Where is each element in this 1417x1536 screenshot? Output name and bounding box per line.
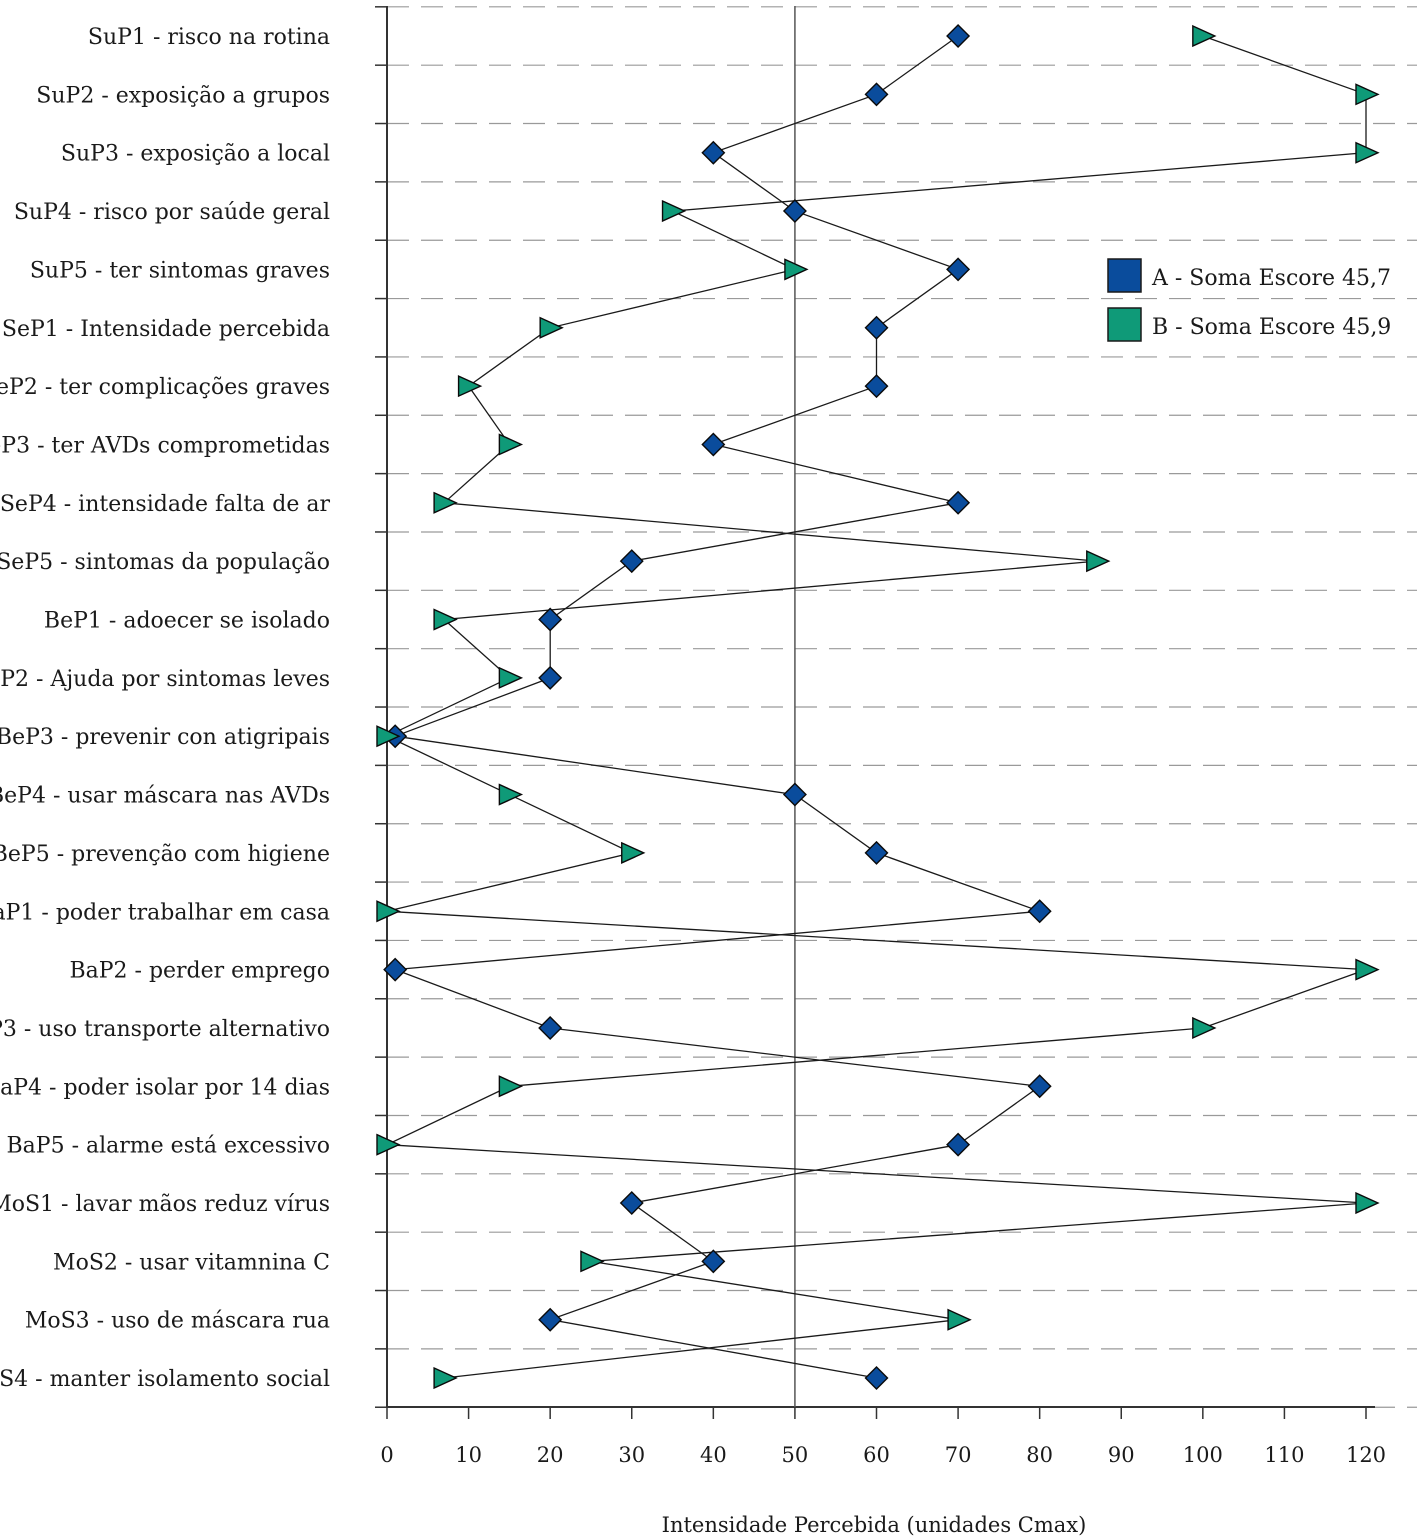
series-line-b [385, 35, 1367, 1379]
data-point-a [864, 1366, 889, 1391]
data-point-b [1355, 1191, 1380, 1215]
category-label: SeP4 - intensidade falta de ar [0, 492, 330, 517]
category-label: SeP3 - ter AVDs comprometidas [0, 433, 330, 458]
x-axis-ticks: 0 10 20 30 40 50 60 70 80 90 100 110 120 [380, 1407, 1386, 1467]
x-tick-label: 80 [1026, 1443, 1053, 1467]
data-point-b [376, 725, 401, 748]
data-point-a [1027, 1074, 1052, 1099]
category-label: BeP2 - Ajuda por sintomas leves [0, 667, 330, 692]
category-label: MoS1 - lavar mãos reduz vírus [0, 1192, 330, 1217]
category-labels: SuP1 - risco na rotina SuP2 - exposição a… [0, 25, 330, 1392]
category-label: MoS2 - usar vitamnina C [53, 1250, 330, 1275]
data-point-b [498, 433, 524, 456]
data-point-a [619, 1191, 644, 1215]
category-label: BaP3 - uso transporte alternativo [0, 1017, 330, 1042]
data-point-a [864, 374, 889, 399]
data-point-b [457, 375, 483, 398]
category-label: BaP1 - poder trabalhar em casa [0, 900, 330, 925]
data-point-b [1192, 24, 1217, 48]
data-point-a [538, 1015, 563, 1040]
data-point-b [580, 1250, 605, 1273]
category-label: BeP5 - prevenção com higiene [0, 842, 330, 867]
category-label: SuP5 - ter sintomas graves [30, 258, 330, 283]
category-label: BeP4 - usar máscara nas AVDs [0, 784, 330, 809]
series-line-a [394, 35, 1042, 1379]
data-point-b [433, 1366, 458, 1390]
x-tick-label: 60 [863, 1443, 890, 1467]
x-tick-label: 110 [1264, 1443, 1304, 1467]
data-point-a [946, 257, 971, 282]
legend-swatch-b [1107, 307, 1142, 342]
x-tick-label: 10 [455, 1443, 482, 1467]
data-point-a [782, 199, 807, 224]
category-label: BeP1 - adoecer se isolado [44, 609, 330, 634]
x-tick-label: 120 [1346, 1443, 1386, 1467]
category-label: SuP2 - exposição a grupos [36, 83, 330, 108]
data-point-b [621, 841, 646, 864]
data-point-b [1192, 1016, 1217, 1040]
x-tick-label: 0 [380, 1443, 393, 1467]
category-label: SeP1 - Intensidade percebida [2, 317, 330, 342]
legend-swatch-a [1107, 258, 1142, 293]
data-point-b [376, 900, 401, 923]
x-axis-title: Intensidade Percebida (unidades Cmax) [662, 1513, 1087, 1536]
x-tick-label: 20 [537, 1443, 564, 1467]
data-point-a [1027, 899, 1052, 924]
x-tick-label: 70 [945, 1443, 972, 1467]
data-point-b [433, 608, 458, 631]
category-label: MoS3 - uso de máscara rua [25, 1309, 330, 1334]
data-point-b [1086, 550, 1111, 573]
x-tick-label: 90 [1108, 1443, 1135, 1467]
x-tick-label: 100 [1183, 1443, 1223, 1467]
data-point-b [498, 1075, 524, 1098]
data-point-a [782, 782, 807, 807]
data-point-a [701, 432, 726, 457]
data-point-a [946, 490, 971, 515]
category-label: SuP3 - exposição a local [61, 142, 330, 167]
category-label: BeP3 - prevenir con atigripais [0, 725, 330, 750]
data-point-a [538, 665, 563, 690]
x-tick-label: 40 [700, 1443, 727, 1467]
data-point-a [946, 24, 971, 48]
legend-label-b: B - Soma Escore 45,9 [1152, 315, 1391, 340]
category-label: SuP4 - risco por saúde geral [14, 200, 330, 225]
data-point-b [498, 666, 524, 689]
category-label: BaP5 - alarme está excessivo [7, 1134, 330, 1159]
data-point-a [619, 549, 644, 574]
data-point-a [701, 1249, 726, 1274]
data-point-b [1355, 83, 1380, 106]
data-point-b [498, 783, 524, 806]
axes [375, 6, 1375, 1408]
category-label: SeP2 - ter complicações graves [0, 375, 330, 400]
data-point-a [538, 607, 563, 632]
data-point-b [433, 491, 458, 514]
data-point-a [946, 1132, 971, 1157]
data-point-b [1355, 958, 1380, 981]
data-point-b [784, 258, 809, 281]
data-point-b [376, 1133, 401, 1156]
legend: A - Soma Escore 45,7 B - Soma Escore 45,… [1107, 258, 1391, 342]
legend-label-a: A - Soma Escore 45,7 [1151, 266, 1391, 291]
category-label: MoS4 - manter isolamento social [0, 1367, 330, 1392]
category-label: SuP1 - risco na rotina [88, 25, 330, 50]
data-point-a [701, 140, 726, 165]
data-point-b [661, 199, 687, 223]
data-point-b [947, 1308, 972, 1331]
data-point-b [539, 316, 564, 339]
data-point-b [1355, 141, 1380, 164]
x-tick-label: 50 [782, 1443, 809, 1467]
data-point-a [864, 315, 889, 340]
data-point-a [538, 1307, 563, 1332]
data-point-a [383, 957, 408, 982]
x-tick-label: 30 [618, 1443, 645, 1467]
series-layer [376, 24, 1380, 1391]
data-point-a [864, 82, 889, 107]
data-point-a [864, 840, 889, 865]
category-label: BaP2 - perder emprego [69, 959, 330, 984]
category-label: SeP5 - sintomas da população [0, 550, 330, 575]
category-label: BaP4 - poder isolar por 14 dias [0, 1075, 330, 1100]
